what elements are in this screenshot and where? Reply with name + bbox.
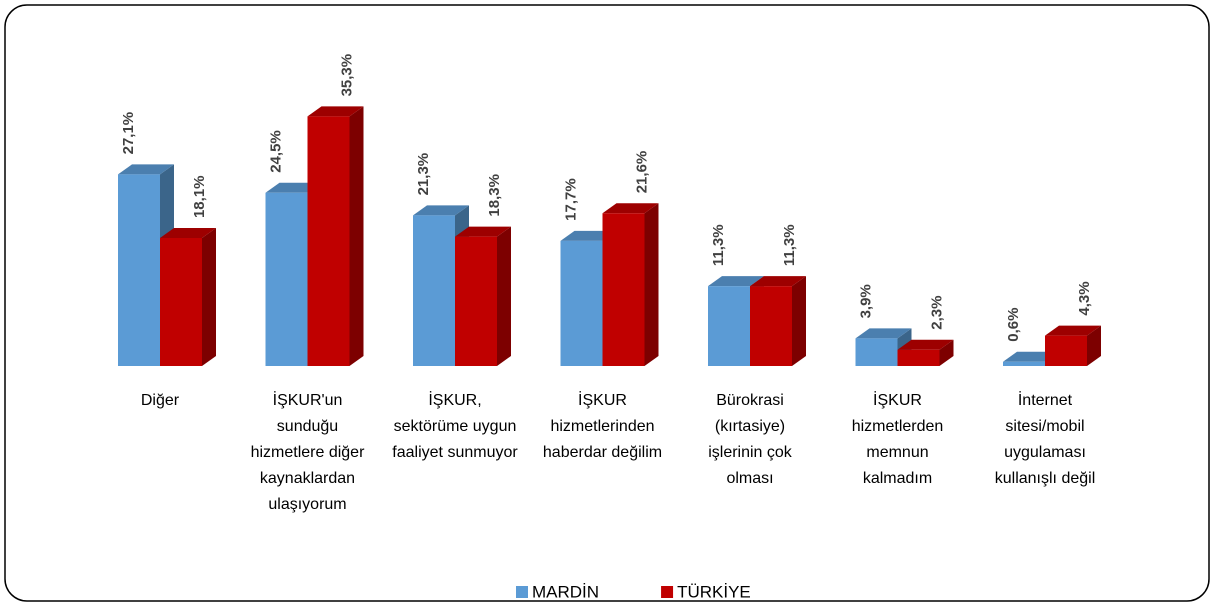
value-label: 18,3% [486, 174, 503, 217]
bar-side [349, 106, 364, 366]
bar-top [750, 276, 806, 287]
value-label: 35,3% [338, 54, 355, 97]
bar [307, 106, 364, 366]
category-label: İŞKUR, sektörüme uygun faaliyet sunmuyor [392, 392, 518, 461]
bar-side [644, 203, 659, 366]
legend-swatch [661, 586, 674, 598]
category-label: İŞKUR hizmetlerinden haberdar değilim [542, 392, 663, 461]
bar-front [1003, 361, 1045, 366]
bar-front [855, 338, 898, 366]
bar-top [855, 328, 912, 339]
value-label: 17,7% [562, 178, 579, 221]
category-label: Diğer [140, 392, 180, 409]
legend-label: MARDİN [532, 582, 599, 601]
bar-front [160, 238, 202, 366]
bar-side [202, 228, 216, 366]
value-label: 21,6% [633, 151, 650, 194]
bar-front [413, 215, 455, 366]
bar-top [1045, 325, 1101, 336]
bar-top [455, 226, 511, 237]
value-label: 2,3% [928, 296, 945, 330]
bar-top [897, 339, 954, 350]
bar-side [939, 339, 954, 366]
bar [1045, 325, 1101, 366]
bar-front [560, 240, 603, 366]
bar-side [1087, 325, 1101, 366]
bar-front [750, 286, 792, 366]
legend-swatch [516, 586, 528, 598]
bar-top [413, 205, 469, 216]
bar-side [792, 276, 806, 366]
value-label: 24,5% [267, 130, 284, 173]
bar-front [897, 349, 940, 366]
bar-front [455, 236, 497, 366]
value-label: 21,3% [415, 153, 432, 196]
bar-top [118, 164, 174, 175]
value-label: 0,6% [1005, 308, 1022, 342]
bar-top [307, 106, 364, 117]
value-label: 4,3% [1076, 281, 1093, 315]
value-label: 27,1% [120, 112, 137, 155]
value-label: 11,3% [781, 224, 798, 266]
bar-top [708, 276, 764, 287]
bar-front [602, 213, 645, 366]
bar-top [602, 203, 659, 214]
category-label: İŞKUR'un sunduğu hizmetlere diğer kaynak… [250, 392, 365, 513]
bar [897, 339, 954, 366]
value-label: 3,9% [857, 284, 874, 318]
bar-side [497, 226, 511, 366]
legend-label: TÜRKİYE [677, 582, 751, 601]
bar-front [307, 116, 350, 366]
bar-front [1045, 335, 1087, 366]
bar-top [160, 228, 216, 239]
value-label: 18,1% [191, 175, 208, 218]
bar-front [118, 174, 160, 366]
bar-front [708, 286, 750, 366]
category-label: Bürokrasi (kırtasiye) işlerinin çok olma… [708, 392, 792, 487]
bar [602, 203, 659, 366]
category-label: İnternet sitesi/mobil uygulaması kullanı… [994, 392, 1096, 487]
bar [160, 228, 216, 366]
category-label: İŞKUR hizmetlerden memnun kalmadım [851, 392, 944, 487]
bar-front [265, 192, 308, 366]
bar [455, 226, 511, 366]
bar [750, 276, 806, 366]
value-label: 11,3% [710, 224, 727, 266]
